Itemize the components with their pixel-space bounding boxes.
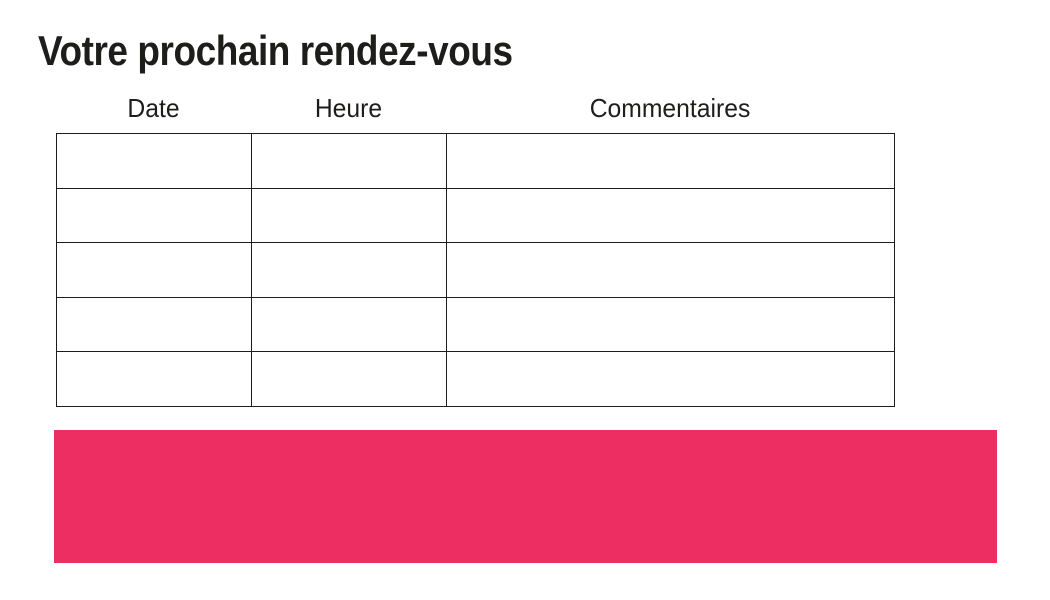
accent-bar (54, 430, 997, 563)
appointment-table (56, 133, 895, 407)
column-header-heure: Heure (314, 93, 383, 123)
table-cell (251, 133, 447, 189)
table-column-headers: Date Heure Commentaires (56, 92, 894, 124)
table-row (56, 351, 895, 407)
table-row (56, 242, 895, 298)
table-cell (446, 187, 895, 243)
table-cell (56, 187, 252, 243)
appointment-table-body (56, 133, 895, 407)
table-cell (446, 133, 895, 189)
table-cell (56, 133, 252, 189)
column-header-date: Date (127, 93, 180, 123)
table-row (56, 296, 895, 352)
table-cell (56, 296, 252, 352)
table-cell (446, 296, 895, 352)
table-cell (446, 351, 895, 407)
page-title: Votre prochain rendez-vous (38, 27, 513, 74)
table-row (56, 133, 895, 189)
column-header-commentaires: Commentaires (589, 93, 751, 123)
table-cell (251, 242, 447, 298)
table-cell (56, 242, 252, 298)
table-cell (251, 351, 447, 407)
table-cell (251, 187, 447, 243)
table-cell (446, 242, 895, 298)
table-row (56, 187, 895, 243)
table-cell (56, 351, 252, 407)
table-cell (251, 296, 447, 352)
